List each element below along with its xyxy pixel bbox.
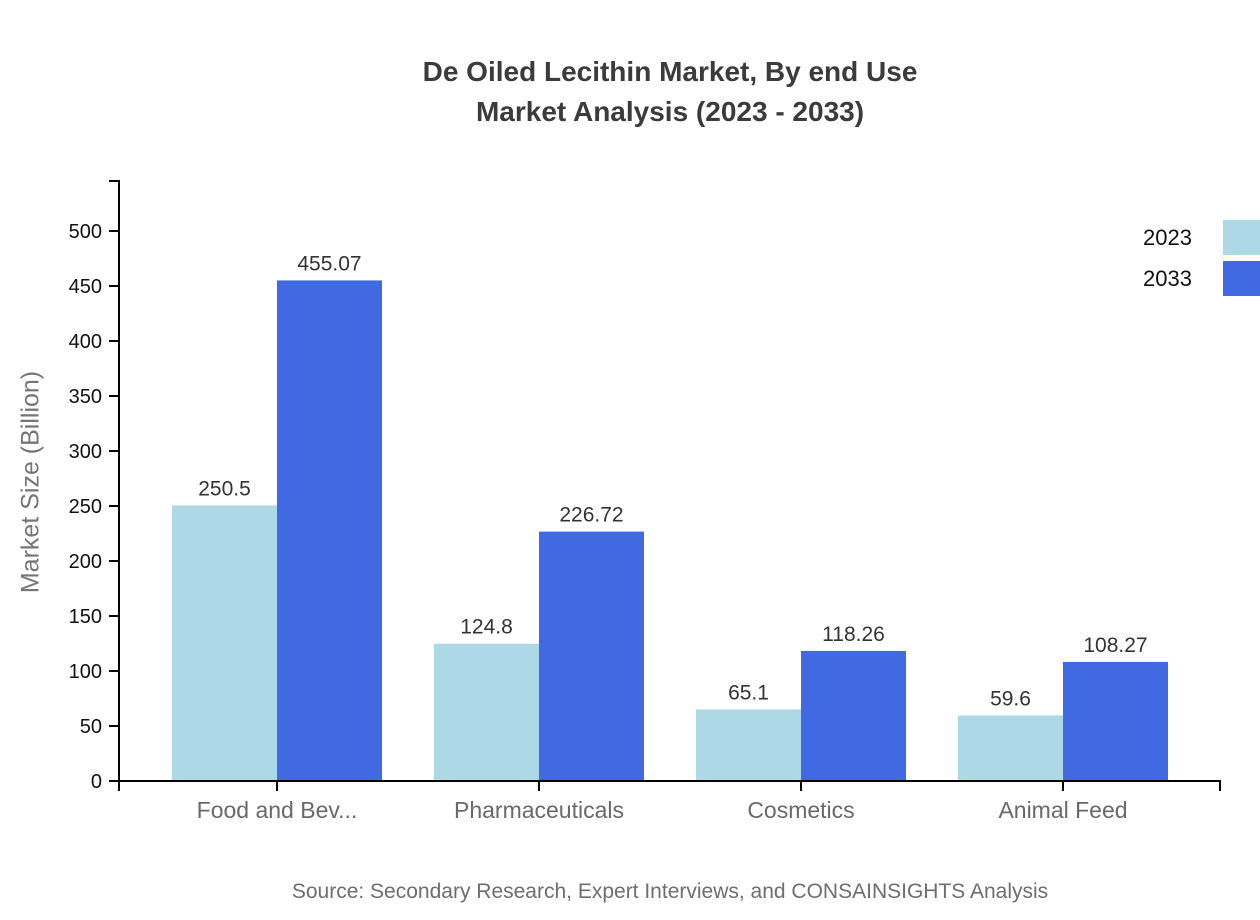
- legend-item-2023: 2023: [1143, 220, 1260, 255]
- y-axis-title: Market Size (Billion): [16, 370, 45, 594]
- y-tick-label: 300: [69, 441, 102, 463]
- category-label: Cosmetics: [747, 797, 854, 823]
- y-tick-label: 100: [69, 661, 102, 683]
- value-label: 124.8: [460, 616, 513, 639]
- value-label: 250.5: [198, 477, 251, 500]
- category-label: Animal Feed: [998, 797, 1127, 823]
- source-attribution: Source: Secondary Research, Expert Inter…: [291, 880, 1049, 903]
- bar-2033-food-and-bev-: [277, 280, 382, 781]
- y-tick-label: 350: [69, 386, 102, 408]
- y-tick-label: 500: [69, 221, 102, 243]
- y-tick-label: 200: [69, 551, 102, 573]
- value-label: 226.72: [559, 504, 623, 527]
- bar-2023-animal-feed: [958, 715, 1063, 781]
- category-label: Food and Bev...: [197, 797, 358, 823]
- y-tick-label: 250: [69, 496, 102, 518]
- bar-2033-pharmaceuticals: [539, 531, 644, 781]
- legend: 2023 2033: [1143, 220, 1260, 296]
- category-label: Pharmaceuticals: [454, 797, 624, 823]
- y-tick-label: 0: [91, 771, 102, 793]
- value-label: 455.07: [297, 252, 361, 275]
- legend-label-2033: 2033: [1143, 265, 1192, 291]
- y-tick-label: 400: [69, 331, 102, 353]
- chart-title-line1: De Oiled Lecithin Market, By end Use: [422, 56, 918, 87]
- value-label: 65.1: [728, 681, 769, 704]
- legend-swatch-2033: [1223, 261, 1260, 296]
- y-tick-label: 450: [69, 276, 102, 298]
- legend-label-2023: 2023: [1143, 224, 1192, 250]
- bar-2023-food-and-bev-: [172, 505, 277, 781]
- y-tick-label: 50: [80, 716, 102, 738]
- legend-swatch-2023: [1223, 220, 1260, 255]
- chart-title-line2: Market Analysis (2023 - 2033): [475, 96, 865, 127]
- bar-2033-animal-feed: [1063, 661, 1168, 781]
- value-label: 118.26: [822, 623, 885, 646]
- value-label: 59.6: [990, 687, 1031, 710]
- bar-2023-pharmaceuticals: [434, 643, 539, 781]
- chart-title: De Oiled Lecithin Market, By end Use Mar…: [118, 52, 1222, 132]
- y-tick-label: 150: [69, 606, 102, 628]
- bar-2023-cosmetics: [696, 709, 801, 781]
- bar-2033-cosmetics: [801, 650, 906, 781]
- legend-item-2033: 2033: [1143, 261, 1260, 296]
- value-label: 108.27: [1083, 634, 1147, 657]
